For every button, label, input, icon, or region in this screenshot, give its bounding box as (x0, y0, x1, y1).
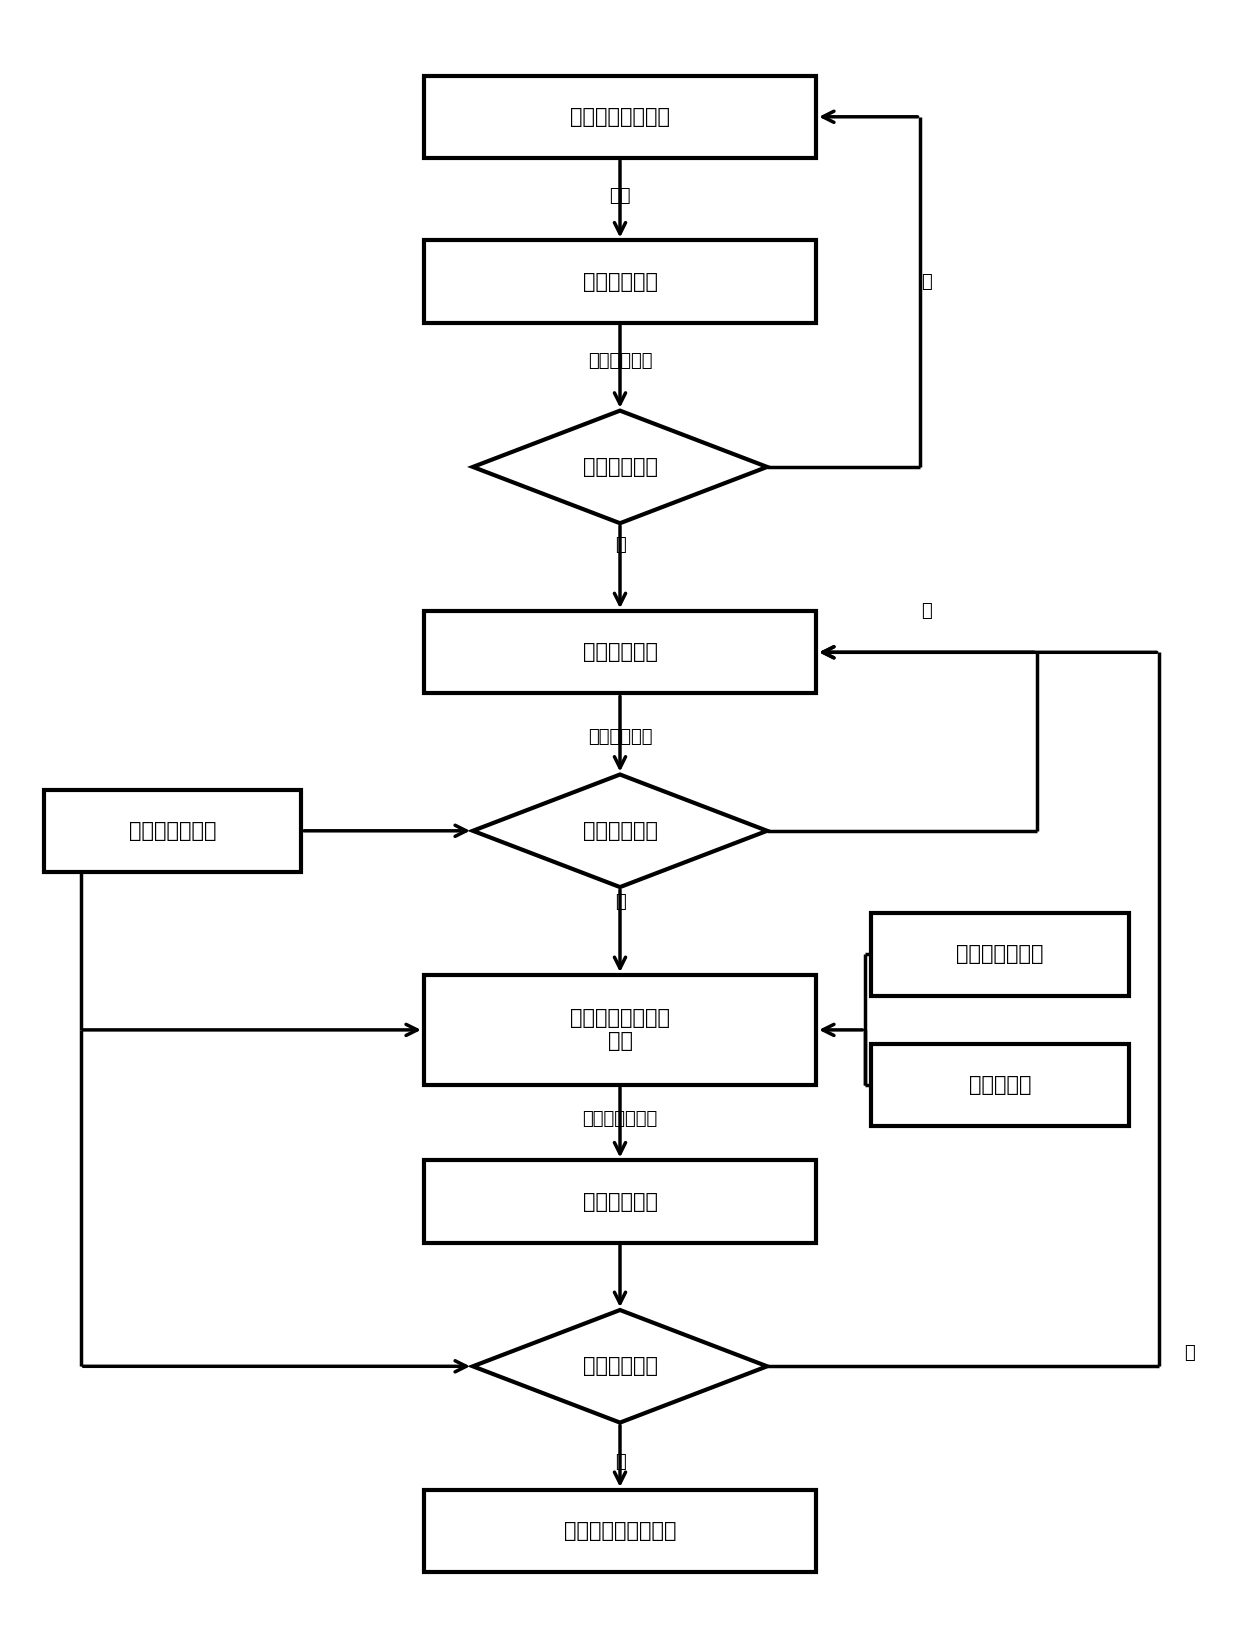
Text: 否: 否 (921, 602, 932, 620)
Text: 否: 否 (1184, 1344, 1195, 1362)
Text: 实际蓄能量输入: 实际蓄能量输入 (583, 1111, 657, 1127)
Polygon shape (472, 775, 768, 888)
Text: 否: 否 (921, 272, 932, 290)
Bar (424, 1490, 816, 1572)
Text: 是否需要供能: 是否需要供能 (583, 456, 657, 478)
Bar (424, 1160, 816, 1242)
Text: 输入: 输入 (609, 187, 631, 205)
Text: 是否需要蓄能: 是否需要蓄能 (583, 820, 657, 840)
Text: 热泵停止、蓄能结束: 热泵停止、蓄能结束 (564, 1521, 676, 1541)
Bar (424, 975, 816, 1085)
Text: 热泵系统启动: 热泵系统启动 (583, 1191, 657, 1211)
Text: 是: 是 (615, 1454, 625, 1472)
Text: 蓄能需求输入: 蓄能需求输入 (588, 729, 652, 747)
Text: 是: 是 (615, 893, 625, 911)
Bar (424, 240, 816, 323)
Bar (424, 75, 816, 158)
Text: 建筑负荷模型: 建筑负荷模型 (583, 271, 657, 292)
Text: 负荷需求输入: 负荷需求输入 (588, 353, 652, 371)
Text: 蓄能是否完成: 蓄能是否完成 (583, 1357, 657, 1377)
Text: 冷冻水进水温度: 冷冻水进水温度 (956, 944, 1044, 965)
Bar (872, 1044, 1128, 1126)
Text: 蓄能池当前能量: 蓄能池当前能量 (129, 820, 216, 840)
Polygon shape (472, 1310, 768, 1423)
Text: 是: 是 (615, 537, 625, 555)
Text: 蓄能量、蓄能时长
计算: 蓄能量、蓄能时长 计算 (570, 1008, 670, 1052)
Text: 蓄能需求计算: 蓄能需求计算 (583, 642, 657, 663)
Bar (872, 912, 1128, 996)
Bar (43, 789, 301, 871)
Text: 气象预报数据采集: 气象预报数据采集 (570, 107, 670, 126)
Bar (424, 610, 816, 694)
Polygon shape (472, 410, 768, 523)
Text: 热源侧温度: 热源侧温度 (968, 1075, 1032, 1095)
